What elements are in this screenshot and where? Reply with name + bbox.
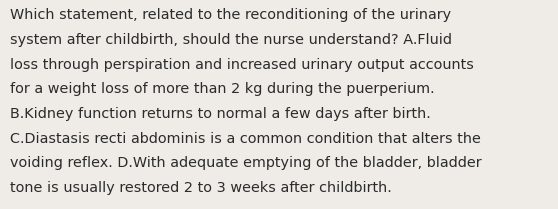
Text: C.Diastasis recti abdominis is a common condition that alters the: C.Diastasis recti abdominis is a common … xyxy=(10,132,481,146)
Text: for a weight loss of more than 2 kg during the puerperium.: for a weight loss of more than 2 kg duri… xyxy=(10,82,435,96)
Text: system after childbirth, should the nurse understand? A.Fluid: system after childbirth, should the nurs… xyxy=(10,33,452,47)
Text: Which statement, related to the reconditioning of the urinary: Which statement, related to the recondit… xyxy=(10,8,451,22)
Text: voiding reflex. D.With adequate emptying of the bladder, bladder: voiding reflex. D.With adequate emptying… xyxy=(10,156,482,170)
Text: loss through perspiration and increased urinary output accounts: loss through perspiration and increased … xyxy=(10,58,474,72)
Text: tone is usually restored 2 to 3 weeks after childbirth.: tone is usually restored 2 to 3 weeks af… xyxy=(10,181,392,195)
Text: B.Kidney function returns to normal a few days after birth.: B.Kidney function returns to normal a fe… xyxy=(10,107,431,121)
